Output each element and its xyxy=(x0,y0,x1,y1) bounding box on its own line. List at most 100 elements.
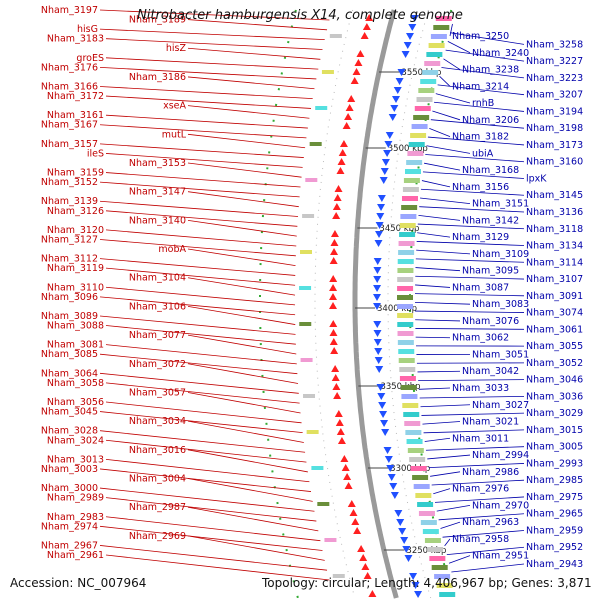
left-gene-label: xseA xyxy=(163,101,186,112)
left-gene-label: Nham_3045 xyxy=(41,407,98,418)
reverse-gene-arrow xyxy=(394,510,403,517)
feature-block xyxy=(309,142,322,146)
left-connector xyxy=(105,210,298,227)
reverse-gene-arrow xyxy=(396,519,405,526)
forward-gene-arrow xyxy=(331,365,340,372)
reverse-gene-arrow xyxy=(373,303,382,310)
feature-block xyxy=(299,322,312,326)
reverse-gene-arrow xyxy=(408,24,417,31)
left-connector xyxy=(99,372,299,394)
feature-layer xyxy=(299,14,456,598)
forward-gene-arrow xyxy=(344,113,353,120)
reverse-gene-arrow xyxy=(381,429,390,436)
map-title: Nitrobacter hamburgensis X14, complete g… xyxy=(137,8,463,23)
feature-block xyxy=(418,511,435,516)
feature-block xyxy=(329,34,342,38)
right-connector xyxy=(431,479,525,486)
feature-block xyxy=(410,133,427,138)
left-gene-label: Nham_3147 xyxy=(129,187,186,198)
reverse-gene-arrow xyxy=(378,402,387,409)
left-connector xyxy=(105,554,330,581)
left-gene-label: Nham_2974 xyxy=(41,521,98,532)
feature-block xyxy=(415,493,432,498)
left-gene-label: Nham_3089 xyxy=(41,311,98,322)
feature-block xyxy=(413,484,430,489)
forward-gene-arrow xyxy=(365,14,374,21)
right-gene-label: Nham_3074 xyxy=(526,308,583,319)
right-gene-label: Nham_2970 xyxy=(472,500,529,511)
forward-gene-arrow xyxy=(329,320,338,327)
right-connector xyxy=(417,232,451,238)
scale-label: 3450 kbp xyxy=(379,224,419,234)
left-gene-label: Nham_2967 xyxy=(41,540,98,551)
reverse-gene-arrow xyxy=(377,195,386,202)
left-gene-label: Nham_3110 xyxy=(47,282,104,293)
right-connector xyxy=(426,145,471,154)
forward-gene-arrow xyxy=(338,149,347,156)
left-gene-label: hisG xyxy=(77,24,98,35)
feature-block xyxy=(420,520,437,525)
reverse-gene-arrow xyxy=(380,420,389,427)
left-connector xyxy=(99,525,323,551)
right-gene-label: Nham_3021 xyxy=(462,417,519,428)
left-connector xyxy=(187,19,328,31)
right-gene-label: Nham_3036 xyxy=(526,391,583,402)
right-gene-label: Nham_3156 xyxy=(452,182,509,193)
left-connector xyxy=(187,248,296,267)
forward-gene-arrow xyxy=(341,464,350,471)
forward-gene-arrow xyxy=(368,590,377,597)
feature-block xyxy=(397,277,414,282)
left-connector xyxy=(187,306,296,325)
reverse-gene-arrow xyxy=(386,465,395,472)
forward-gene-arrow xyxy=(342,122,351,129)
feature-block xyxy=(397,259,414,264)
left-connector xyxy=(105,458,310,483)
left-gene-label: Nham_3126 xyxy=(47,206,104,217)
right-connector xyxy=(433,488,451,495)
reverse-gene-arrow xyxy=(374,348,383,355)
right-gene-label: rnhB xyxy=(472,98,494,109)
forward-gene-arrow xyxy=(330,239,339,246)
left-gene-label: mutL xyxy=(162,129,187,140)
right-connector xyxy=(436,504,471,512)
forward-gene-arrow xyxy=(343,473,352,480)
right-gene-label: Nham_3083 xyxy=(472,299,529,310)
right-gene-label: Nham_2975 xyxy=(526,492,583,503)
right-connector xyxy=(442,530,525,538)
right-gene-label: Nham_2985 xyxy=(526,475,583,486)
left-connector xyxy=(187,76,315,90)
right-gene-label: Nham_3046 xyxy=(526,375,583,386)
feature-block xyxy=(397,304,414,309)
feature-block xyxy=(315,106,328,110)
forward-gene-arrow xyxy=(360,32,369,39)
feature-block xyxy=(407,448,424,453)
left-connector xyxy=(105,153,303,168)
right-connector xyxy=(415,284,451,288)
right-connector xyxy=(422,421,461,425)
right-gene-label: Nham_3223 xyxy=(526,73,583,84)
left-gene-label: Nham_3034 xyxy=(129,416,186,427)
right-gene-label: Nham_3076 xyxy=(462,316,519,327)
right-gene-label: Nham_3095 xyxy=(462,266,519,277)
right-gene-label: Nham_2976 xyxy=(452,484,509,495)
reverse-gene-arrow xyxy=(373,276,382,283)
feature-block xyxy=(400,385,417,390)
left-gene-label: Nham_3157 xyxy=(41,139,98,150)
feature-block xyxy=(311,466,324,470)
left-gene-label: Nham_3166 xyxy=(41,81,98,92)
reverse-gene-arrow xyxy=(401,51,410,58)
left-connector xyxy=(99,200,299,217)
left-gene-label: Nham_3081 xyxy=(47,340,104,351)
left-connector xyxy=(99,353,298,375)
left-connector xyxy=(105,114,308,129)
right-gene-label: Nham_3029 xyxy=(526,408,583,419)
left-gene-label: Nham_3120 xyxy=(47,225,104,236)
feature-block xyxy=(399,367,416,372)
right-gene-label: Nham_3129 xyxy=(452,232,509,243)
right-connector xyxy=(418,214,461,221)
reverse-gene-arrow xyxy=(376,213,385,220)
forward-gene-arrow xyxy=(329,257,338,264)
reverse-gene-arrow xyxy=(381,159,390,166)
right-gene-label: Nham_3033 xyxy=(452,383,509,394)
right-gene-label: Nham_3142 xyxy=(462,215,519,226)
